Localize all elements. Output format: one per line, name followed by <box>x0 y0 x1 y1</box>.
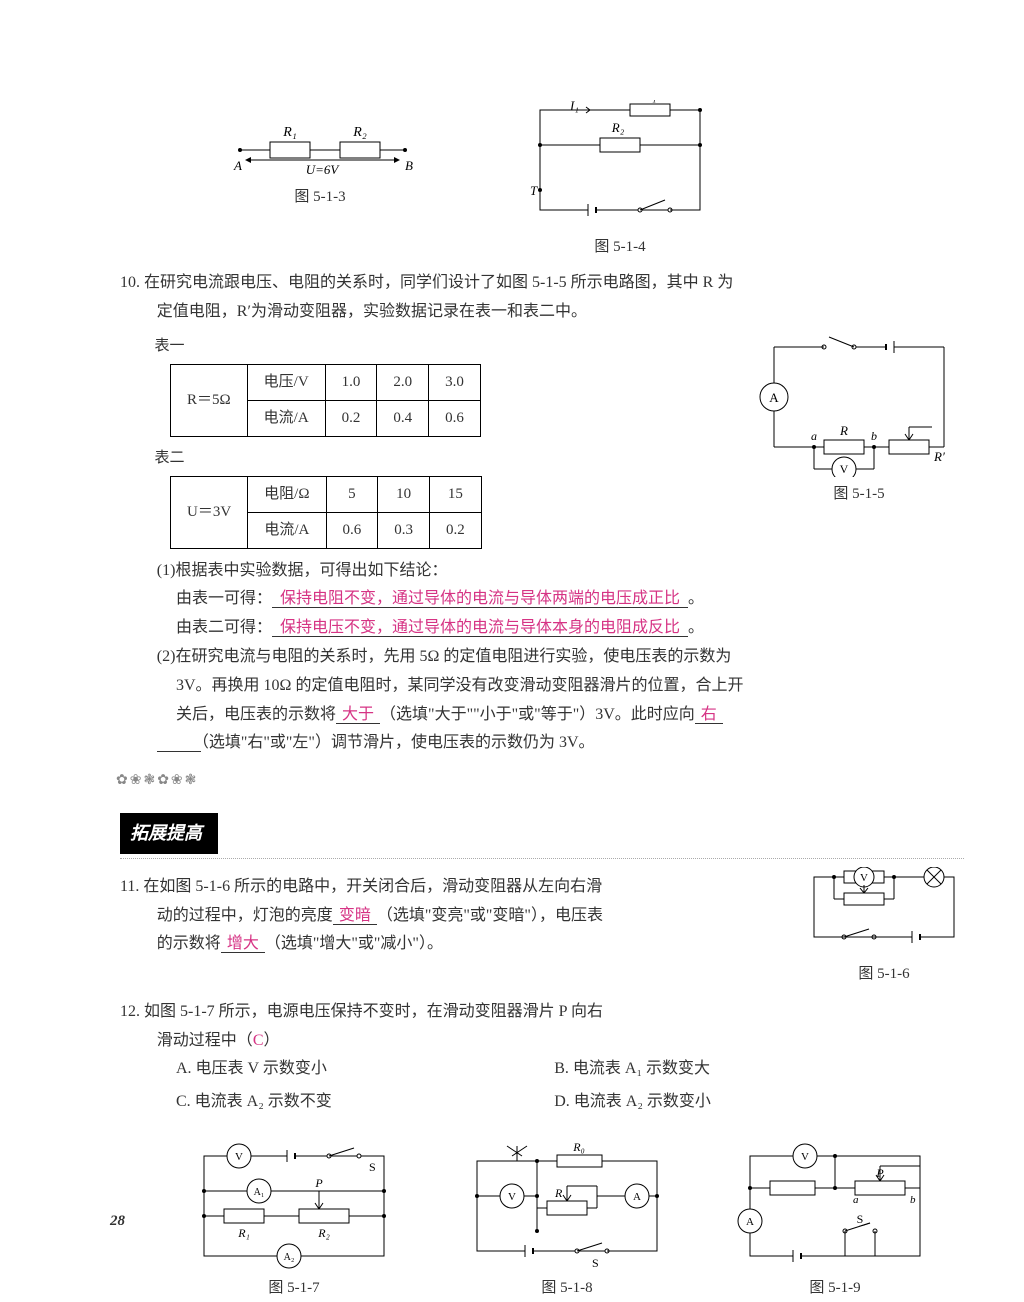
figure-5-1-8: V R₀ R A <box>457 1141 677 1302</box>
figure-5-1-9: V P a b A <box>735 1141 935 1302</box>
svg-text:P: P <box>314 1176 323 1190</box>
q12-number: 12. <box>120 1003 140 1020</box>
svg-text:R: R <box>839 423 848 438</box>
svg-text:S: S <box>592 1256 599 1270</box>
svg-text:V: V <box>840 462 849 476</box>
svg-text:S: S <box>369 1160 376 1174</box>
t1-header: R＝5Ω <box>171 364 248 436</box>
label-R1: R₁ <box>282 125 296 140</box>
label-A: A <box>233 158 242 173</box>
table-1: R＝5Ω 电压/V 1.0 2.0 3.0 电流/A 0.2 0.4 0.6 <box>170 364 481 437</box>
figure-5-1-5: A a R b R′ V 图 5-1-5 <box>754 327 964 508</box>
option-A: A. 电压表 V 示数变小 <box>176 1055 554 1084</box>
caption-5-1-4: 图 5-1-4 <box>520 234 720 261</box>
q10-number: 10. <box>120 274 140 291</box>
q12-answer: C <box>253 1032 264 1049</box>
figure-5-1-3: R₁ R₂ A B U=6V 图 5-1-3 <box>220 100 420 261</box>
label-B: B <box>405 158 413 173</box>
caption-5-1-9: 图 5-1-9 <box>735 1275 935 1302</box>
table2-label: 表二 <box>155 445 725 472</box>
label-I1: I₁ <box>569 100 579 113</box>
q10-part1-intro: (1)根据表中实验数据，可得出如下结论： <box>157 557 964 586</box>
label-R1b: R₁ <box>643 100 656 103</box>
q11-ans2: 增大 <box>221 935 265 953</box>
caption-5-1-5: 图 5-1-5 <box>754 481 964 508</box>
svg-text:R₁: R₁ <box>237 1226 250 1240</box>
caption-5-1-3: 图 5-1-3 <box>220 184 420 211</box>
label-U: U=6V <box>306 162 341 177</box>
question-10: 10. 在研究电流跟电压、电阻的关系时，同学们设计了如图 5-1-5 所示电路图… <box>120 269 964 758</box>
q10-line1: 在研究电流跟电压、电阻的关系时，同学们设计了如图 5-1-5 所示电路图，其中 … <box>144 274 733 291</box>
caption-5-1-7: 图 5-1-7 <box>189 1275 399 1302</box>
svg-text:A: A <box>769 390 779 405</box>
label-T: T <box>530 183 538 198</box>
answer-blank-4: 右 <box>695 706 723 724</box>
svg-text:a: a <box>811 429 817 443</box>
svg-text:R₂: R₂ <box>317 1226 330 1240</box>
caption-5-1-8: 图 5-1-8 <box>457 1275 677 1302</box>
bottom-figures-row: V S A₁ P R₁ <box>160 1141 964 1302</box>
svg-text:V: V <box>860 872 868 884</box>
option-B: B. 电流表 A₁ 示数变大 <box>554 1055 932 1084</box>
svg-text:R′: R′ <box>933 449 945 464</box>
svg-text:S: S <box>857 1212 864 1226</box>
svg-text:b: b <box>871 429 877 443</box>
q10-part2-l4: （选填"右"或"左"）调节滑片，使电压表的示数仍为 3V。 <box>157 729 964 758</box>
answer-blank-3: 大于 <box>336 706 380 724</box>
top-figures-row: R₁ R₂ A B U=6V 图 5-1-3 R₁ R <box>220 100 964 261</box>
caption-5-1-6: 图 5-1-6 <box>804 961 964 988</box>
q10-part1-l1: 由表一可得：保持电阻不变，通过导体的电流与导体两端的电压成正比。 <box>176 585 964 614</box>
question-11: 11. 在如图 5-1-6 所示的电路中，开关闭合后，滑动变阻器从左向右滑 动的… <box>120 873 964 988</box>
q11-number: 11. <box>120 878 139 895</box>
svg-text:A: A <box>633 1191 641 1203</box>
q11-l1: 在如图 5-1-6 所示的电路中，开关闭合后，滑动变阻器从左向右滑 <box>143 878 602 895</box>
svg-text:b: b <box>910 1194 916 1206</box>
q10-part2-l1: (2)在研究电流与电阻的关系时，先用 5Ω 的定值电阻进行实验，使电压表的示数为 <box>157 643 964 672</box>
svg-text:a: a <box>853 1194 859 1206</box>
figure-5-1-4: R₁ R₂ I₁ T 图 5-1-4 <box>520 100 720 261</box>
figure-5-1-6: V 图 5-1-6 <box>804 867 964 988</box>
option-C: C. 电流表 A₂ 示数不变 <box>176 1088 554 1117</box>
svg-text:A: A <box>746 1216 754 1228</box>
q10-part2-l2: 3V。再换用 10Ω 的定值电阻时，某同学没有改变滑动变阻器滑片的位置，合上开 <box>176 672 964 701</box>
answer-blank-2: 保持电压不变，通过导体的电流与导体本身的电阻成反比 <box>272 619 688 637</box>
svg-text:V: V <box>235 1151 243 1163</box>
svg-text:A₁: A₁ <box>254 1187 265 1198</box>
table-2: U＝3V 电阻/Ω 5 10 15 电流/A 0.6 0.3 0.2 <box>170 476 482 549</box>
label-R2b: R₂ <box>611 120 625 135</box>
question-12: 12. 如图 5-1-7 所示，电源电压保持不变时，在滑动变阻器滑片 P 向右 … <box>120 998 964 1121</box>
circuit-svg-5-1-4: R₁ R₂ I₁ T <box>520 100 720 230</box>
q12-l1: 如图 5-1-7 所示，电源电压保持不变时，在滑动变阻器滑片 P 向右 <box>144 1003 603 1020</box>
svg-text:V: V <box>508 1191 516 1203</box>
circuit-svg-5-1-3: R₁ R₂ A B U=6V <box>220 100 420 180</box>
option-D: D. 电流表 A₂ 示数变小 <box>554 1088 932 1117</box>
q12-options: A. 电压表 V 示数变小 B. 电流表 A₁ 示数变大 C. 电流表 A₂ 示… <box>176 1055 964 1121</box>
section-header: 拓展提高 <box>120 813 218 853</box>
svg-text:R: R <box>554 1186 563 1200</box>
table1-label: 表一 <box>155 333 725 360</box>
q10-part1-l2: 由表二可得：保持电压不变，通过导体的电流与导体本身的电阻成反比。 <box>176 614 964 643</box>
svg-text:A₂: A₂ <box>284 1252 295 1263</box>
label-R2: R₂ <box>352 125 367 140</box>
q10-line2: 定值电阻，R′为滑动变阻器，实验数据记录在表一和表二中。 <box>157 298 964 327</box>
figure-5-1-7: V S A₁ P R₁ <box>189 1141 399 1302</box>
t2-header: U＝3V <box>171 476 248 548</box>
q11-ans1: 变暗 <box>333 907 377 925</box>
section-deco: ✿❀❃✿❀❃ <box>116 768 964 793</box>
svg-text:R₀: R₀ <box>572 1141 585 1154</box>
dotted-divider <box>120 858 964 859</box>
answer-blank-1: 保持电阻不变，通过导体的电流与导体两端的电压成正比 <box>272 590 688 608</box>
page-number: 28 <box>110 1208 125 1235</box>
q10-part2-l3: 关后，电压表的示数将大于（选填"大于""小于"或"等于"）3V。此时应向右 <box>176 701 964 730</box>
svg-text:V: V <box>801 1151 809 1163</box>
